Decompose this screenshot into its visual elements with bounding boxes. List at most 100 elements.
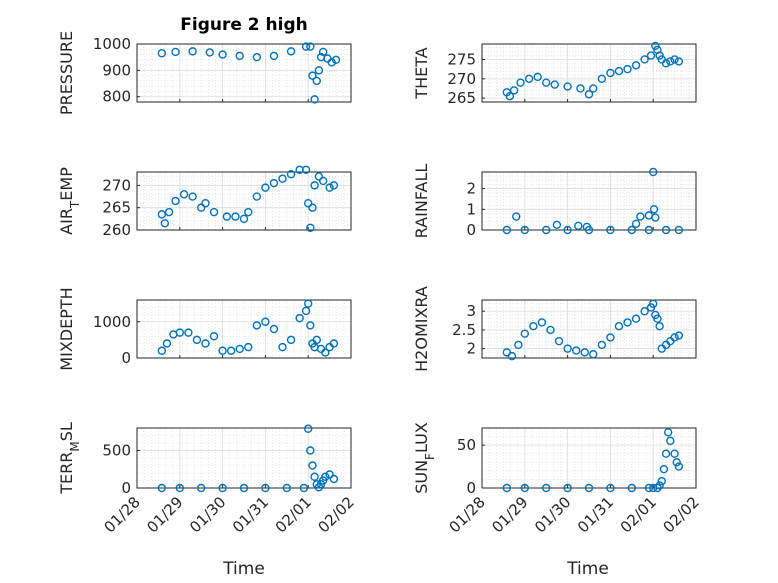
y-tick-label: 2	[466, 180, 476, 198]
data-point	[312, 335, 321, 345]
data-point	[571, 346, 581, 355]
data-point	[614, 321, 624, 331]
subplot-air_temp: 260 265 270 AIRTEMP	[57, 165, 352, 239]
data-point	[563, 225, 572, 235]
data-point	[175, 328, 185, 337]
data-point	[524, 74, 534, 84]
data-point	[505, 91, 515, 101]
data-point	[546, 325, 555, 335]
data-point	[306, 223, 315, 232]
y-tick-label: 270	[447, 70, 476, 88]
data-point	[310, 181, 319, 190]
data-point	[239, 483, 249, 493]
y-tick-label: 0	[121, 349, 131, 367]
y-axis-label: TERRMSL	[57, 422, 82, 495]
data-point	[286, 335, 296, 345]
data-point	[286, 170, 296, 179]
data-point	[278, 342, 287, 352]
data-point	[584, 483, 594, 493]
y-tick-label: 500	[102, 442, 131, 460]
data-point	[509, 86, 519, 95]
x-tick-label: 01/30	[186, 493, 229, 536]
data-point	[252, 52, 262, 62]
data-point	[171, 196, 180, 206]
data-point	[329, 474, 339, 484]
data-point	[261, 317, 270, 326]
axes-box	[481, 427, 697, 489]
data-point	[321, 472, 330, 481]
y-tick-label: 900	[102, 61, 131, 79]
data-point	[649, 299, 658, 308]
data-point	[312, 76, 321, 86]
x-tick-label: 02/01	[272, 493, 315, 536]
data-point	[239, 214, 249, 224]
data-point	[674, 225, 684, 235]
data-point	[589, 84, 598, 93]
data-point	[306, 42, 315, 51]
y-axis-label: PRESSURE	[57, 31, 76, 115]
data-point	[306, 446, 315, 455]
data-point	[606, 68, 615, 78]
y-tick-label: 1000	[93, 35, 131, 53]
data-point	[171, 47, 180, 57]
data-point	[589, 350, 598, 359]
data-point	[649, 167, 658, 177]
x-tick-label: 01/30	[531, 493, 574, 536]
x-tick-label: 01/31	[574, 493, 617, 536]
data-point	[306, 321, 315, 330]
data-point	[261, 483, 270, 493]
data-point	[318, 47, 328, 57]
plot-area	[137, 44, 351, 102]
x-tick-label: 01/29	[143, 493, 186, 536]
data-point	[157, 49, 167, 58]
axes-box	[136, 171, 352, 231]
data-point	[537, 318, 547, 327]
data-point	[188, 47, 197, 56]
data-point	[314, 66, 324, 75]
data-point	[295, 313, 304, 323]
subplot-h2omixra: 22.53 H2OMIXRA	[412, 286, 697, 372]
data-point	[222, 212, 232, 221]
axes-box	[136, 427, 352, 489]
y-axis-label: MIXDEPTH	[57, 287, 76, 370]
y-tick-label: 275	[447, 50, 476, 68]
data-point	[644, 211, 654, 220]
data-point	[582, 222, 592, 232]
data-point	[661, 59, 671, 68]
data-point	[269, 178, 279, 188]
data-point	[196, 203, 206, 212]
data-point	[627, 483, 636, 493]
data-point	[252, 321, 262, 330]
data-point	[576, 84, 585, 93]
data-point	[653, 314, 662, 323]
x-tick-label: 01/28	[101, 493, 144, 536]
data-point	[269, 51, 279, 61]
data-point	[640, 55, 649, 64]
data-point	[636, 212, 645, 221]
data-point	[329, 339, 339, 348]
data-point	[314, 172, 324, 181]
data-point	[209, 207, 219, 217]
data-point	[188, 192, 197, 201]
data-point	[269, 324, 279, 334]
y-tick-label: 270	[102, 176, 131, 194]
plot-area	[137, 172, 351, 230]
data-point	[627, 225, 636, 235]
data-point	[606, 225, 615, 235]
data-point	[666, 436, 675, 446]
data-point	[646, 51, 656, 60]
data-point	[655, 321, 664, 331]
data-point	[661, 449, 671, 458]
data-point	[542, 78, 551, 87]
data-point	[516, 78, 525, 87]
x-tick-label: 02/01	[617, 493, 660, 536]
data-point	[308, 203, 317, 212]
data-point	[196, 483, 206, 493]
data-point	[218, 483, 227, 493]
data-point	[331, 55, 341, 65]
plot-area	[137, 300, 351, 358]
data-point	[299, 483, 309, 493]
data-point	[550, 80, 559, 89]
